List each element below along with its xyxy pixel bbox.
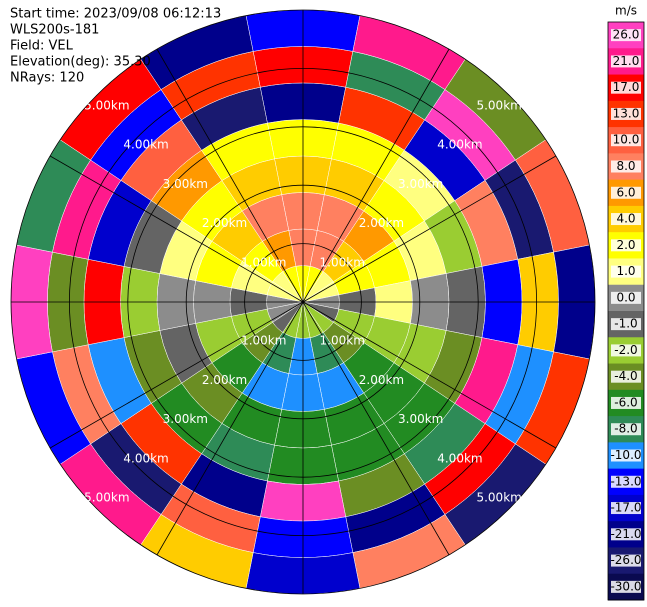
tick-background	[611, 370, 641, 383]
colorbar-tick-label: 17.0	[613, 80, 640, 94]
colorbar-tick-label: 8.0	[616, 159, 635, 173]
colorbar-tick-label: 0.0	[616, 290, 635, 304]
info-line: Elevation(deg): 35.30	[10, 55, 151, 70]
colorbar-label: m/s	[615, 4, 637, 18]
colorbar-tick-label: -1.0	[614, 317, 637, 331]
range-label: 2.00km	[202, 216, 247, 230]
tick-background	[611, 344, 641, 357]
range-label: 4.00km	[437, 451, 482, 465]
colorbar-tick-label: -21.0	[610, 527, 641, 541]
tick-background	[611, 449, 641, 462]
tick-background	[611, 213, 641, 226]
colorbar-tick-label: 4.0	[616, 212, 635, 226]
spoke	[302, 301, 450, 556]
colorbar-tick-label: 1.0	[616, 264, 635, 278]
range-label: 4.00km	[437, 138, 482, 152]
colorbar-tick-label: 21.0	[613, 54, 640, 68]
colorbar-tick-label: 26.0	[613, 28, 640, 42]
range-ring	[244, 243, 362, 361]
labels: 1.00km 1.00km 1.00km 1.00km 2.00km 2.00km 2.00…	[10, 7, 522, 505]
spoke	[156, 301, 304, 556]
colorbar-frame	[607, 21, 645, 601]
info-line: Field: VEL	[10, 39, 74, 54]
range-ring	[127, 126, 479, 478]
range-label: 1.00km	[320, 255, 365, 269]
tick-background	[611, 239, 641, 252]
field	[10, 9, 596, 595]
colorbar-tick-label: -13.0	[610, 474, 641, 488]
colorbar-tick-label: -17.0	[610, 501, 641, 515]
tick-background	[611, 396, 641, 409]
info-line: NRays: 120	[10, 71, 84, 86]
tick-background	[611, 81, 641, 94]
range-label: 2.00km	[202, 373, 247, 387]
colorbar-tick-label: 6.0	[616, 185, 635, 199]
range-ring	[68, 67, 538, 537]
range-label: 3.00km	[398, 177, 443, 191]
tick-background	[611, 502, 641, 515]
range-label: 1.00km	[320, 334, 365, 348]
tick-background	[611, 134, 641, 147]
colorbar: m/s 26.0 21.0 17.0 13.0 10.0 8.0 6.0 4.0 2.0 1.0 0.…	[607, 4, 645, 601]
colorbar-tick-label: -26.0	[610, 553, 641, 567]
tick-background	[611, 475, 641, 488]
range-ring	[10, 9, 596, 595]
spoke	[302, 48, 450, 303]
tick-background	[611, 291, 641, 304]
range-label: 4.00km	[123, 138, 168, 152]
tick-background	[611, 55, 641, 68]
tick-background	[611, 554, 641, 567]
tick-background	[611, 29, 641, 42]
range-label: 4.00km	[123, 451, 168, 465]
tick-background	[611, 423, 641, 436]
tick-background	[611, 107, 641, 120]
range-label: 3.00km	[398, 412, 443, 426]
tick-background	[611, 528, 641, 541]
colorbar-tick-label: -6.0	[614, 395, 637, 409]
spoke	[49, 155, 304, 303]
spoke	[49, 301, 304, 449]
info-line: Start time: 2023/09/08 06:12:13	[10, 7, 221, 22]
range-label: 3.00km	[163, 177, 208, 191]
tick-background	[611, 265, 641, 278]
range-label: 1.00km	[241, 255, 286, 269]
range-label: 5.00km	[84, 98, 129, 112]
colorbar-tick-label: 2.0	[616, 238, 635, 252]
tick-background	[611, 160, 641, 173]
range-label: 2.00km	[359, 216, 404, 230]
grid	[10, 9, 596, 595]
tick-background	[611, 580, 641, 593]
colorbar-tick-label: -4.0	[614, 369, 637, 383]
range-label: 3.00km	[163, 412, 208, 426]
range-label: 5.00km	[476, 491, 521, 505]
spoke	[302, 155, 557, 303]
spoke	[156, 48, 304, 303]
colorbar-tick-label: -30.0	[610, 579, 641, 593]
info-line: WLS200s-181	[10, 23, 99, 38]
tick-background	[611, 186, 641, 199]
range-label: 5.00km	[476, 98, 521, 112]
spoke	[302, 301, 557, 449]
colorbar-tick-label: -10.0	[610, 448, 641, 462]
colorbar-tick-label: 10.0	[613, 133, 640, 147]
colorbar-tick-label: 13.0	[613, 106, 640, 120]
tick-background	[611, 318, 641, 331]
colorbar-tick-label: -8.0	[614, 422, 637, 436]
range-label: 1.00km	[241, 334, 286, 348]
colorbar-tick-label: -2.0	[614, 343, 637, 357]
range-label: 2.00km	[359, 373, 404, 387]
range-label: 5.00km	[84, 491, 129, 505]
range-ring	[185, 184, 421, 420]
